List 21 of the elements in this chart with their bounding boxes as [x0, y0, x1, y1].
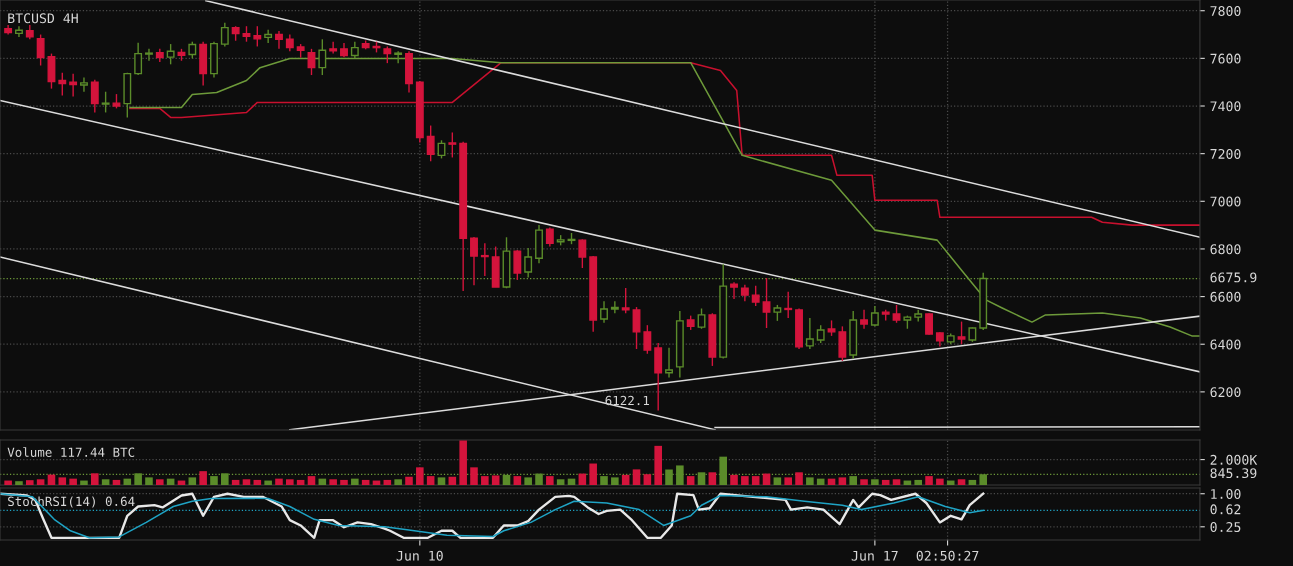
y-tick-label: 6800: [1210, 244, 1241, 255]
y-tick-label: 7400: [1210, 101, 1241, 112]
ref-line-label: 6675.9: [1210, 272, 1257, 283]
x-tick-label: Jun 17: [851, 550, 898, 561]
y-tick-label: 7000: [1210, 196, 1241, 207]
x-tick-label: 02:50:27: [916, 550, 979, 561]
y-tick-label: 7200: [1210, 148, 1241, 159]
y-tick-label: 7600: [1210, 53, 1241, 64]
annotation: 6122.1: [605, 395, 650, 406]
annotation: Volume 117.44 BTC: [7, 447, 135, 457]
y-tick-label: 6400: [1210, 339, 1241, 350]
ref-line-label: 845.39: [1210, 468, 1257, 479]
y-tick-label: 1.00: [1211, 488, 1241, 499]
ref-line-label: 0.62: [1210, 504, 1241, 515]
x-tick-label: Jun 10: [396, 550, 443, 561]
y-tick-label: 0.25: [1210, 522, 1241, 533]
y-tick-label: 2.000K: [1210, 454, 1258, 465]
y-tick-label: 6200: [1210, 387, 1241, 398]
y-tick-label: 7800: [1210, 5, 1241, 16]
y-tick-label: 6600: [1210, 291, 1241, 302]
text: BTCUSD 4H: [8, 13, 78, 24]
